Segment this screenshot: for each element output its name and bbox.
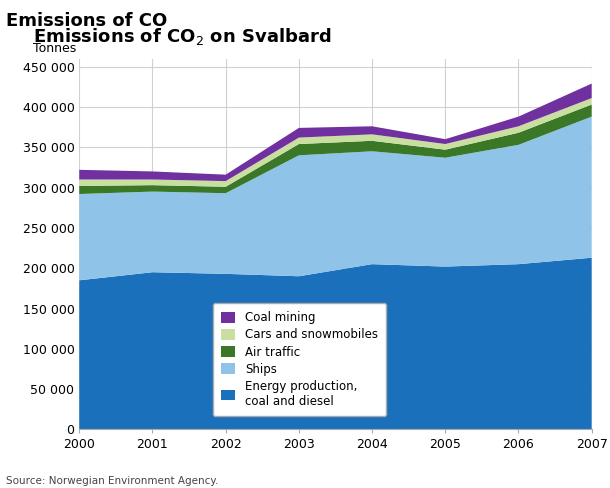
Text: Emissions of CO: Emissions of CO xyxy=(6,12,167,30)
Text: Source: Norwegian Environment Agency.: Source: Norwegian Environment Agency. xyxy=(6,476,218,486)
Text: Tonnes: Tonnes xyxy=(33,42,76,55)
Legend: Coal mining, Cars and snowmobiles, Air traffic, Ships, Energy production,
coal a: Coal mining, Cars and snowmobiles, Air t… xyxy=(213,303,386,416)
Text: Emissions of CO$_2$ on Svalbard: Emissions of CO$_2$ on Svalbard xyxy=(33,26,332,47)
